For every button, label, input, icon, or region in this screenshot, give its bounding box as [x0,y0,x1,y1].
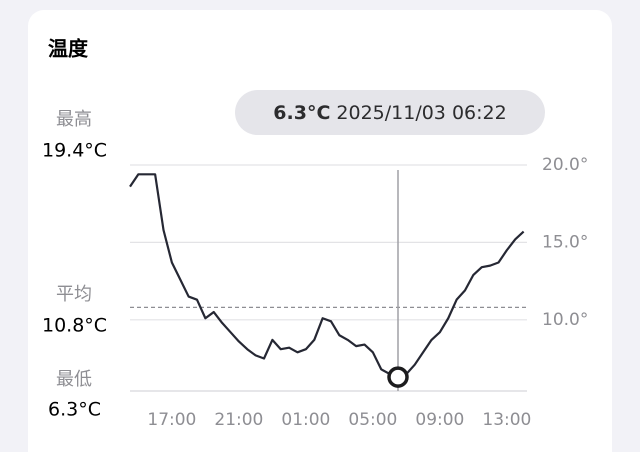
x-tick-label: 05:00 [348,410,397,430]
card-title: 温度 [48,37,89,61]
card [28,10,612,452]
tooltip-value: 6.3°C [273,102,330,124]
temperature-line [129,173,525,379]
y-tick-label: 15.0° [542,232,588,252]
y-tick-label: 10.0° [542,310,588,330]
tooltip [235,90,545,135]
stat-value: 10.8°C [42,315,107,337]
x-tick-label: 21:00 [214,410,263,430]
stat-label: 最低 [56,369,92,390]
x-tick-label: 09:00 [415,410,464,430]
stat-label: 最高 [56,109,92,130]
tooltip-time: 2025/11/03 06:22 [336,102,506,124]
y-tick-label: 20.0° [542,155,588,175]
tooltip-text: 6.3°C 2025/11/03 06:22 [273,102,506,124]
stat-label: 平均 [56,284,92,305]
x-tick-label: 13:00 [482,410,531,430]
x-tick-label: 01:00 [281,410,330,430]
cursor-marker [387,366,409,388]
stat-value: 19.4°C [42,140,107,162]
x-tick-label: 17:00 [147,410,196,430]
stat-value: 6.3°C [48,399,101,421]
